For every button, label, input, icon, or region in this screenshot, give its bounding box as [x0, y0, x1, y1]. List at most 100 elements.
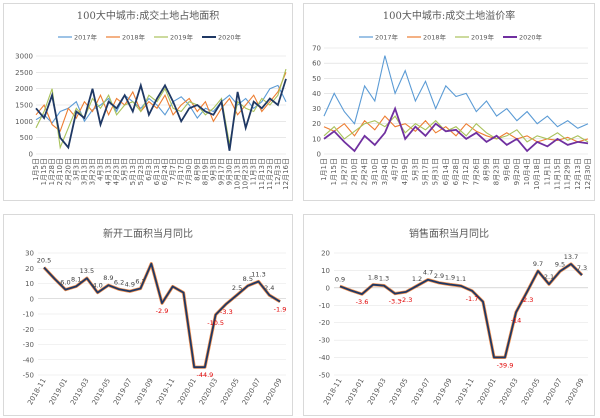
- x-tick-label: 8月9日: [193, 158, 201, 181]
- x-tick-label: 3月10日: [371, 158, 379, 185]
- data-label: 9.7: [533, 260, 543, 268]
- x-tick-label: 2020-05: [520, 377, 542, 406]
- y-tick-label: 10: [321, 267, 330, 275]
- y-tick-label: 0: [317, 151, 321, 159]
- x-tick-label: 10月18日: [533, 158, 541, 190]
- x-tick-label: 2019-09: [432, 377, 454, 406]
- data-label: -2.3: [521, 296, 534, 304]
- x-tick-label: 6月13日: [153, 158, 161, 185]
- legend-label: 2017年: [74, 33, 98, 42]
- y-tick-label: 30: [25, 250, 34, 258]
- x-tick-label: 8月19日: [201, 158, 209, 185]
- data-label: 4.0: [92, 282, 102, 290]
- legend-label: 2019年: [471, 33, 495, 42]
- y-tick-label: -50: [23, 372, 34, 380]
- data-label: -1.9: [274, 306, 287, 314]
- data-label: -3.3: [389, 298, 402, 306]
- data-label: -3.3: [220, 308, 233, 316]
- x-tick-label: 2月24日: [361, 158, 369, 185]
- y-tick-label: 30: [312, 105, 321, 113]
- x-tick-label: 2018-11: [26, 377, 48, 406]
- x-tick-label: 4月13日: [105, 158, 113, 185]
- y-tick-label: -40: [319, 354, 330, 362]
- x-tick-label: 1月5日: [32, 158, 40, 181]
- x-tick-label: 2019-01: [344, 377, 366, 406]
- y-tick-label: 1000: [15, 118, 33, 126]
- y-tick-label: -40: [23, 356, 34, 364]
- data-label: 2.9: [434, 272, 444, 280]
- chart-panel-land-area: 100大中城市:成交土地占地面积 2017年 2018年 2019年 2020年 0 500…: [3, 3, 293, 201]
- data-label: 7.3: [577, 264, 587, 272]
- data-label: 1.9: [445, 274, 455, 282]
- y-tick-label: 70: [312, 45, 321, 53]
- data-label: 11.3: [251, 271, 265, 279]
- x-tick-label: 12月30日: [584, 158, 592, 190]
- x-tick-label: 10月23日: [242, 158, 250, 190]
- legend-label: 2018年: [122, 33, 146, 42]
- x-tick-label: 5月23日: [137, 158, 145, 185]
- data-label: 2.4: [264, 284, 274, 292]
- data-label: 8.1: [71, 275, 81, 283]
- x-tick-label: 2019-09: [133, 377, 155, 406]
- x-tick-label: 1月1日: [320, 158, 328, 181]
- series-line-2019年: [35, 68, 287, 150]
- x-tick-label: 4月19日: [401, 158, 409, 185]
- x-tick-label: 2019-07: [112, 377, 134, 406]
- series-line-2017年: [323, 55, 589, 129]
- x-tick-label: 2019-11: [454, 377, 476, 406]
- data-label: 0.9: [335, 275, 345, 283]
- x-tick-label: 3月3日: [72, 158, 80, 181]
- x-tick-label: 6月3日: [145, 158, 153, 181]
- x-tick-label: 5月13日: [129, 158, 137, 185]
- x-tick-label: 1月15日: [40, 158, 48, 185]
- x-tick-label: 2月10日: [350, 158, 358, 185]
- data-label: 6.7: [135, 278, 145, 286]
- x-tick-label: 12月13日: [574, 158, 582, 190]
- x-tick-label: 2020-07: [542, 377, 564, 406]
- data-label: 6.2: [114, 278, 124, 286]
- data-label: -1.7: [466, 295, 479, 303]
- y-tick-label: 60: [312, 60, 321, 68]
- x-tick-label: 10月13日: [234, 158, 242, 190]
- x-tick-label: 11月23日: [266, 158, 274, 190]
- x-tick-label: 7月12日: [462, 158, 470, 185]
- yoy-line: [339, 263, 583, 359]
- x-tick-label: 2020-05: [219, 377, 241, 406]
- x-tick-label: 7月30日: [185, 158, 193, 185]
- chart-title: 100大中城市:成交土地溢价率: [383, 9, 515, 22]
- data-label: 2.1: [544, 273, 554, 281]
- x-tick-label: 9月20日: [513, 158, 521, 185]
- x-tick-label: 2019-03: [366, 377, 388, 406]
- data-label: 4.7: [423, 269, 433, 277]
- data-label: 4.9: [125, 280, 135, 288]
- x-tick-label: 1月27日: [340, 158, 348, 185]
- data-label: 8.5: [243, 275, 253, 283]
- x-tick-label: 8月23日: [493, 158, 501, 185]
- y-tick-label: 20: [321, 250, 330, 258]
- series-line-2018年: [323, 115, 589, 143]
- x-tick-label: 2019-03: [69, 377, 91, 406]
- x-tick-label: 2020-07: [241, 377, 263, 406]
- x-tick-label: 9月17日: [217, 158, 225, 185]
- y-tick-label: 10: [312, 135, 321, 143]
- series-line-2020年: [323, 106, 589, 153]
- x-tick-label: 2020-03: [198, 377, 220, 406]
- x-tick-label: 12月3日: [274, 158, 282, 185]
- data-label: 6.0: [60, 279, 70, 287]
- x-tick-label: 2020-03: [498, 377, 520, 406]
- y-tick-label: -30: [319, 337, 330, 345]
- x-tick-label: 1月15日: [330, 158, 338, 185]
- x-tick-label: 2020-09: [262, 377, 284, 406]
- chart-title: 100大中城市:成交土地占地面积: [77, 9, 219, 22]
- x-tick-label: 3月13日: [80, 158, 88, 185]
- chart-panel-sales-area: 销售面积当月同比 20 10 0 -10 -20 -30 -40 -50 0.9 -3.6 1.8 1.…: [303, 214, 595, 416]
- legend-label: 2019年: [170, 33, 194, 42]
- x-tick-label: 4月3日: [97, 158, 105, 181]
- x-tick-label: 1月28日: [48, 158, 56, 185]
- data-label: 1.1: [456, 275, 466, 283]
- x-tick-label: 11月29日: [564, 158, 572, 190]
- y-tick-label: 0: [29, 151, 33, 159]
- land-premium-chart: 100大中城市:成交土地溢价率 2017年 2018年 2019年 2020年 0 10 20…: [312, 9, 592, 190]
- x-tick-label: 6月24日: [161, 158, 169, 185]
